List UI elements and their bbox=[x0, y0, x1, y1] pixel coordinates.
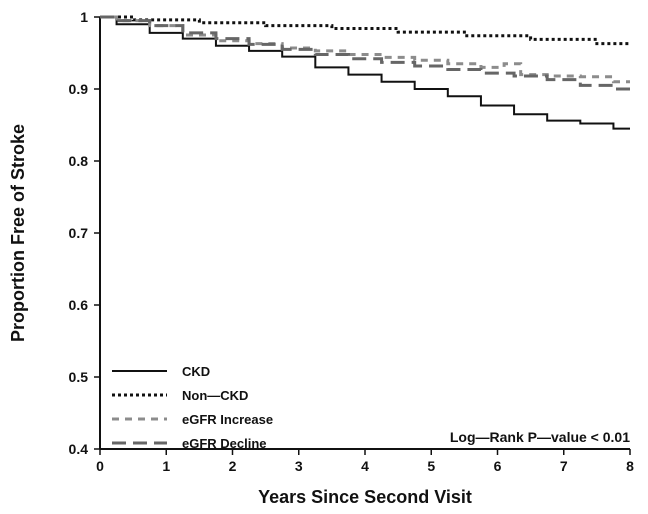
x-ticks: 0 1 2 3 4 5 6 7 8 bbox=[96, 449, 634, 474]
series-line-3 bbox=[100, 15, 630, 91]
annotation-logrank: Log—Rank P—value < 0.01 bbox=[450, 429, 630, 445]
series-layer bbox=[100, 15, 630, 130]
x-axis-title: Years Since Second Visit bbox=[258, 487, 472, 507]
legend-label: eGFR Increase bbox=[182, 412, 273, 427]
y-tick-label: 0.7 bbox=[69, 225, 89, 241]
x-tick-label: 6 bbox=[494, 458, 502, 474]
y-tick-label: 1 bbox=[80, 9, 88, 25]
y-ticks: 0.4 0.5 0.6 0.7 0.8 0.9 1 bbox=[69, 9, 100, 457]
legend-label: CKD bbox=[182, 364, 210, 379]
x-tick-label: 2 bbox=[229, 458, 237, 474]
x-tick-label: 3 bbox=[295, 458, 303, 474]
legend-label: Non—CKD bbox=[182, 388, 248, 403]
legend: CKD Non—CKD eGFR Increase eGFR Decline bbox=[112, 364, 273, 451]
x-tick-label: 4 bbox=[361, 458, 369, 474]
legend-label: eGFR Decline bbox=[182, 436, 267, 451]
y-tick-label: 0.9 bbox=[69, 81, 89, 97]
y-tick-label: 0.4 bbox=[69, 441, 89, 457]
x-tick-label: 1 bbox=[162, 458, 170, 474]
x-tick-label: 5 bbox=[427, 458, 435, 474]
y-axis-title: Proportion Free of Stroke bbox=[8, 124, 28, 342]
series-line-2 bbox=[100, 15, 630, 84]
y-tick-label: 0.6 bbox=[69, 297, 89, 313]
series-line-1 bbox=[100, 15, 630, 46]
x-tick-label: 0 bbox=[96, 458, 104, 474]
x-tick-label: 8 bbox=[626, 458, 634, 474]
y-tick-label: 0.8 bbox=[69, 153, 89, 169]
y-tick-label: 0.5 bbox=[69, 369, 89, 385]
x-tick-label: 7 bbox=[560, 458, 568, 474]
series-line-0 bbox=[100, 16, 630, 130]
